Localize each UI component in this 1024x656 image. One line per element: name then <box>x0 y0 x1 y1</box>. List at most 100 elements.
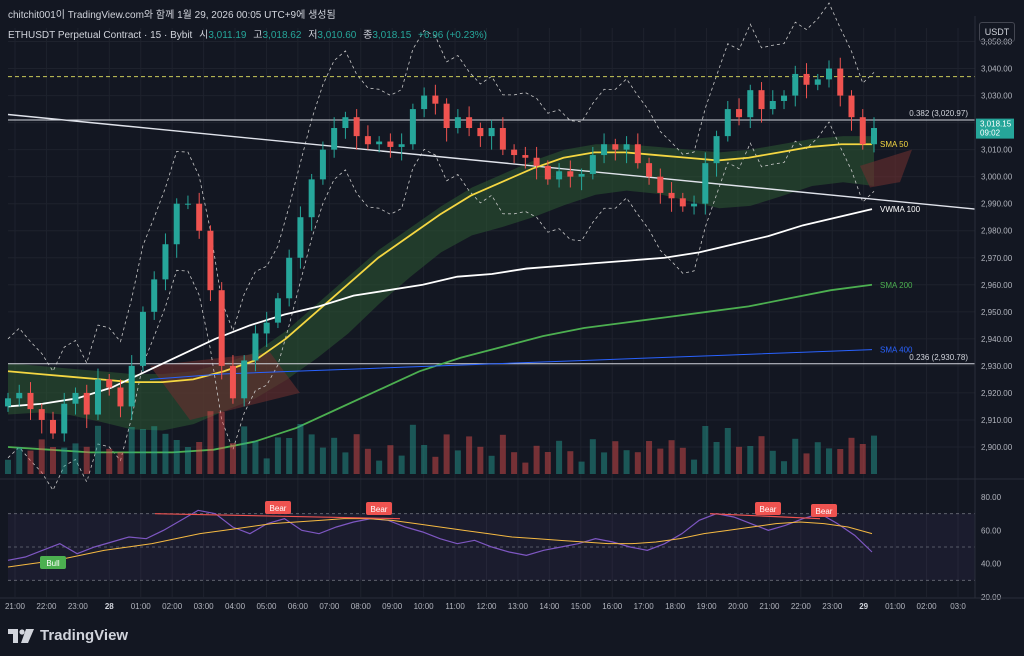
volume-bar <box>252 441 259 474</box>
volume-bar <box>859 444 866 474</box>
candle-body <box>297 217 304 258</box>
signal-tag-bear <box>366 502 392 515</box>
candle-body <box>139 311 146 366</box>
candle-body <box>117 387 124 407</box>
candle-body <box>421 95 428 110</box>
ma-line-sma-200 <box>7 283 873 454</box>
candle-body <box>83 392 90 415</box>
volume-bar <box>679 447 686 474</box>
currency-button[interactable]: USDT <box>979 22 1015 42</box>
signal-tag-bear <box>755 502 781 515</box>
candle-body <box>589 155 596 174</box>
time-axis-tick: 19:00 <box>697 602 718 611</box>
candle-body <box>38 409 45 420</box>
volume-bar <box>826 448 833 474</box>
candle-body <box>27 392 34 410</box>
time-axis-tick: 20:00 <box>728 602 749 611</box>
volume-bar <box>634 452 641 474</box>
volume-bar <box>814 442 821 474</box>
volume-bar <box>94 425 101 474</box>
signal-tag-bear <box>811 504 837 517</box>
candle-body <box>454 117 461 129</box>
candle-body <box>252 333 259 361</box>
volume-bar <box>319 447 326 474</box>
volume-bar <box>668 440 675 474</box>
close-value: 3,018.15 <box>372 30 412 41</box>
volume-bar <box>499 434 506 474</box>
volume-bar <box>173 440 180 474</box>
candle-body <box>207 230 214 291</box>
signal-tag-bear <box>265 501 291 514</box>
candle-body <box>16 392 23 399</box>
volume-bar <box>758 436 765 474</box>
trend-line <box>7 113 976 210</box>
candle-body <box>331 128 338 150</box>
volume-bar <box>511 452 518 474</box>
candle-body <box>803 73 810 85</box>
volume-bar <box>691 459 698 474</box>
ma-label-sma-400: SMA 400 <box>880 346 913 355</box>
time-axis-tick: 09:00 <box>382 602 403 611</box>
time-axis-tick: 05:00 <box>256 602 277 611</box>
time-axis-tick: 18:00 <box>665 602 686 611</box>
candle-body <box>106 379 113 388</box>
volume-bar <box>747 446 754 474</box>
candle-body <box>49 419 56 434</box>
candle-body <box>679 198 686 207</box>
volume-bar <box>443 434 450 474</box>
candle-body <box>61 403 68 434</box>
time-axis-tick: 29 <box>859 602 868 611</box>
candle-body <box>319 149 326 180</box>
volume-bar <box>409 424 416 474</box>
candle-body <box>533 157 540 166</box>
volume-bar <box>612 441 619 474</box>
candle-body <box>94 379 101 415</box>
high-value: 3,018.62 <box>262 30 302 41</box>
time-axis-tick: 03:0 <box>950 602 966 611</box>
volume-bar <box>556 440 563 474</box>
volume-bar <box>229 443 236 474</box>
volume-bar <box>769 450 776 474</box>
candle-body <box>184 203 191 205</box>
fib-level-label: 0.236 (2,930.78) <box>909 353 968 362</box>
ma-line-sma-400 <box>149 349 873 380</box>
candle-body <box>398 144 405 147</box>
chart-canvas[interactable]: 0.382 (3,020.97) 0.236 (2,930.78) SMA 50 VW… <box>0 0 1024 617</box>
volume-bar <box>162 433 169 474</box>
candle-body <box>691 203 698 207</box>
volume-bar <box>432 456 439 474</box>
current-price-label: 3,018.15 <box>980 120 1012 129</box>
volume-bar <box>848 437 855 474</box>
volume-bar <box>803 453 810 474</box>
symbol-title[interactable]: ETHUSDT Perpetual Contract · 15 · Bybit <box>8 30 193 41</box>
candle-body <box>646 163 653 177</box>
candle-body <box>747 90 754 118</box>
price-axis-tick: 3,030.00 <box>981 92 1013 101</box>
volume-bar <box>702 426 709 474</box>
cloud-bullish <box>8 136 874 431</box>
candle-body <box>601 144 608 156</box>
volume-bar <box>376 460 383 474</box>
price-axis-tick: 2,930.00 <box>981 362 1013 371</box>
volume-bar <box>477 446 484 474</box>
ma-label-vwma-100: VWMA 100 <box>880 205 921 214</box>
candle-body <box>556 171 563 180</box>
candle-body <box>623 144 630 150</box>
volume-bar <box>117 452 124 474</box>
share-caption: chitchit001이 TradingView.com와 함께 1월 29, … <box>8 10 336 21</box>
candle-body <box>229 365 236 399</box>
time-axis-tick: 03:00 <box>194 602 215 611</box>
candle-body <box>511 149 518 156</box>
candle-body <box>736 109 743 118</box>
candle-body <box>634 144 641 164</box>
volume-bar <box>331 437 338 474</box>
volume-bar <box>781 461 788 474</box>
price-axis-tick: 2,940.00 <box>981 335 1013 344</box>
candle-body <box>781 95 788 101</box>
price-axis-tick: 2,900.00 <box>981 443 1013 452</box>
candle-body <box>72 392 79 404</box>
volume-bar <box>792 438 799 474</box>
candle-body <box>128 365 135 407</box>
tradingview-logo[interactable]: TradingView <box>8 627 128 644</box>
candle-body <box>859 117 866 145</box>
